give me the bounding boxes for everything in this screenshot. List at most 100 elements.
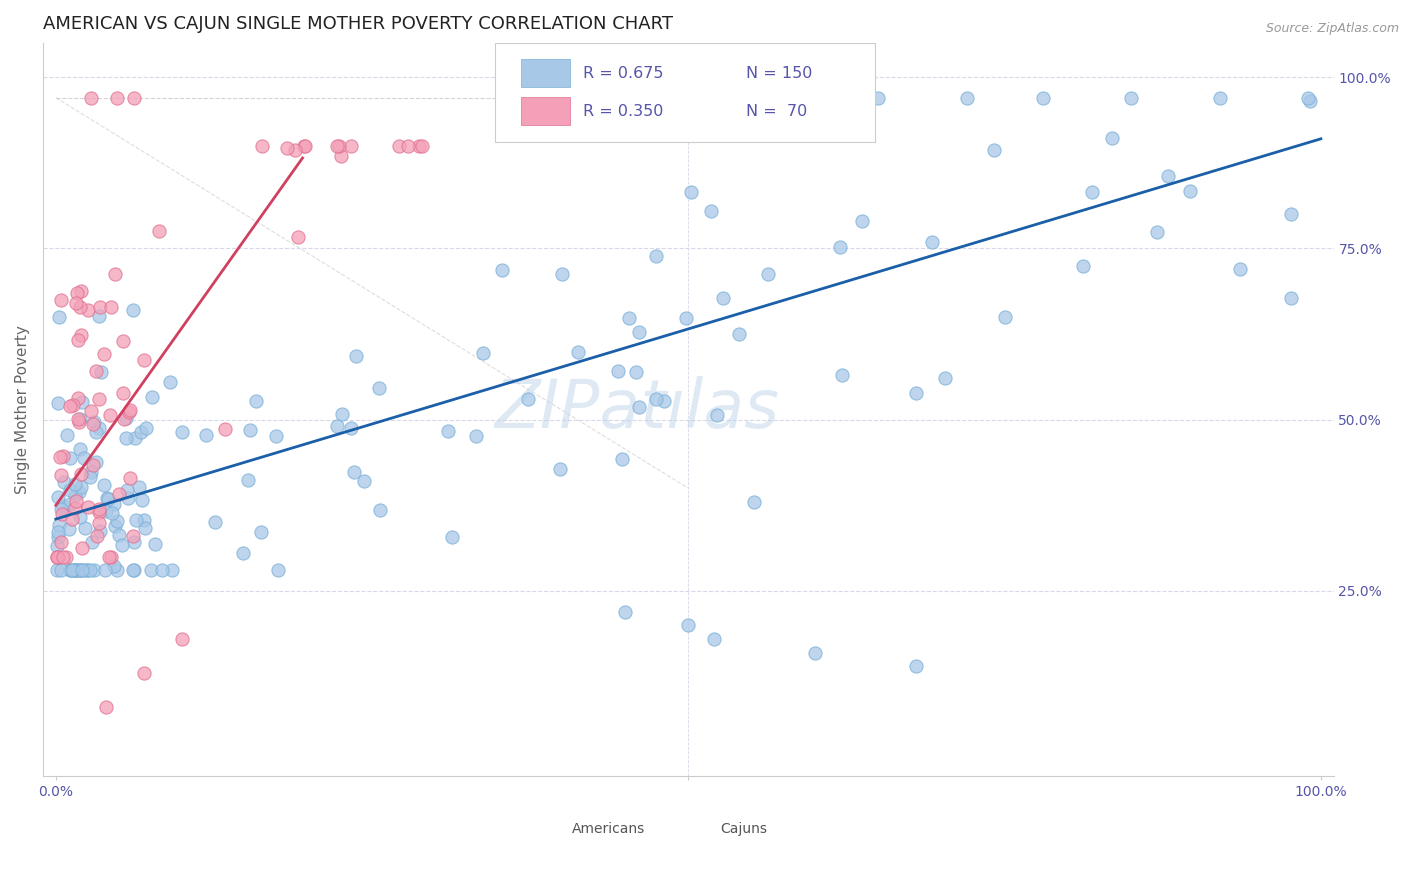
Point	[101, 506, 124, 520]
Point	[114, 411, 136, 425]
Point	[56, 428, 79, 442]
Point	[46, 524, 69, 539]
Point	[117, 483, 139, 498]
Point	[80, 403, 103, 417]
Text: R = 0.675: R = 0.675	[582, 66, 664, 81]
Point	[266, 429, 288, 443]
Point	[195, 428, 218, 442]
Point	[70, 328, 93, 343]
Point	[1157, 169, 1180, 183]
Text: ZIPatılas: ZIPatılas	[495, 376, 779, 442]
Point	[89, 300, 111, 314]
Point	[343, 465, 366, 479]
Point	[652, 394, 675, 409]
Point	[983, 143, 1005, 157]
Point	[122, 303, 145, 318]
Point	[124, 91, 146, 105]
Point	[59, 483, 82, 497]
Point	[100, 300, 122, 314]
Point	[118, 404, 141, 418]
Point	[65, 494, 87, 508]
Point	[103, 558, 125, 573]
Point	[69, 442, 91, 456]
Point	[111, 538, 134, 552]
Point	[328, 138, 350, 153]
Point	[551, 267, 574, 281]
Point	[67, 333, 90, 347]
Point	[628, 326, 651, 340]
Point	[245, 393, 267, 408]
Point	[55, 549, 77, 564]
Point	[48, 518, 70, 533]
Point	[51, 467, 73, 482]
Point	[77, 500, 100, 515]
Point	[65, 563, 87, 577]
Point	[73, 521, 96, 535]
Point	[60, 563, 83, 577]
Point	[70, 395, 93, 409]
Point	[292, 138, 315, 153]
Point	[73, 450, 96, 465]
Point	[89, 524, 111, 538]
Point	[69, 510, 91, 524]
Point	[214, 422, 236, 436]
Point	[67, 563, 90, 577]
Point	[46, 549, 69, 564]
Point	[76, 563, 98, 577]
Point	[100, 549, 122, 564]
Point	[107, 563, 129, 577]
Point	[96, 491, 118, 506]
Point	[103, 497, 125, 511]
Point	[624, 366, 647, 380]
Point	[1208, 91, 1230, 105]
Point	[122, 535, 145, 549]
Point	[464, 428, 486, 442]
Point	[703, 632, 725, 646]
Point	[132, 352, 155, 367]
Point	[440, 530, 463, 544]
Text: N =  70: N = 70	[747, 104, 807, 120]
Text: N = 150: N = 150	[747, 66, 813, 81]
Point	[60, 512, 83, 526]
Point	[284, 143, 307, 157]
Point	[69, 467, 91, 482]
Point	[804, 646, 827, 660]
Point	[132, 513, 155, 527]
Point	[52, 449, 75, 463]
Point	[89, 505, 111, 519]
Point	[59, 563, 82, 577]
Point	[69, 563, 91, 577]
Point	[567, 345, 589, 359]
Point	[51, 507, 73, 521]
Point	[122, 529, 145, 543]
Point	[411, 138, 433, 153]
Point	[46, 491, 69, 505]
FancyBboxPatch shape	[495, 43, 876, 142]
Point	[80, 466, 103, 480]
Point	[1279, 207, 1302, 221]
Point	[84, 455, 107, 469]
Point	[96, 700, 118, 714]
Point	[63, 477, 86, 491]
Point	[62, 398, 84, 412]
Point	[52, 499, 75, 513]
Point	[408, 138, 430, 153]
Point	[45, 549, 67, 564]
Point	[170, 425, 193, 440]
Point	[52, 549, 75, 564]
Point	[59, 497, 82, 511]
Point	[1279, 291, 1302, 305]
Point	[614, 605, 637, 619]
Point	[118, 471, 141, 485]
Point	[108, 528, 131, 542]
Point	[49, 535, 72, 549]
Point	[779, 91, 801, 105]
Point	[51, 502, 73, 516]
Point	[706, 409, 728, 423]
Point	[49, 293, 72, 307]
Point	[134, 521, 156, 535]
Point	[956, 91, 979, 105]
Point	[1032, 91, 1054, 105]
Point	[82, 417, 104, 431]
Point	[239, 423, 262, 437]
